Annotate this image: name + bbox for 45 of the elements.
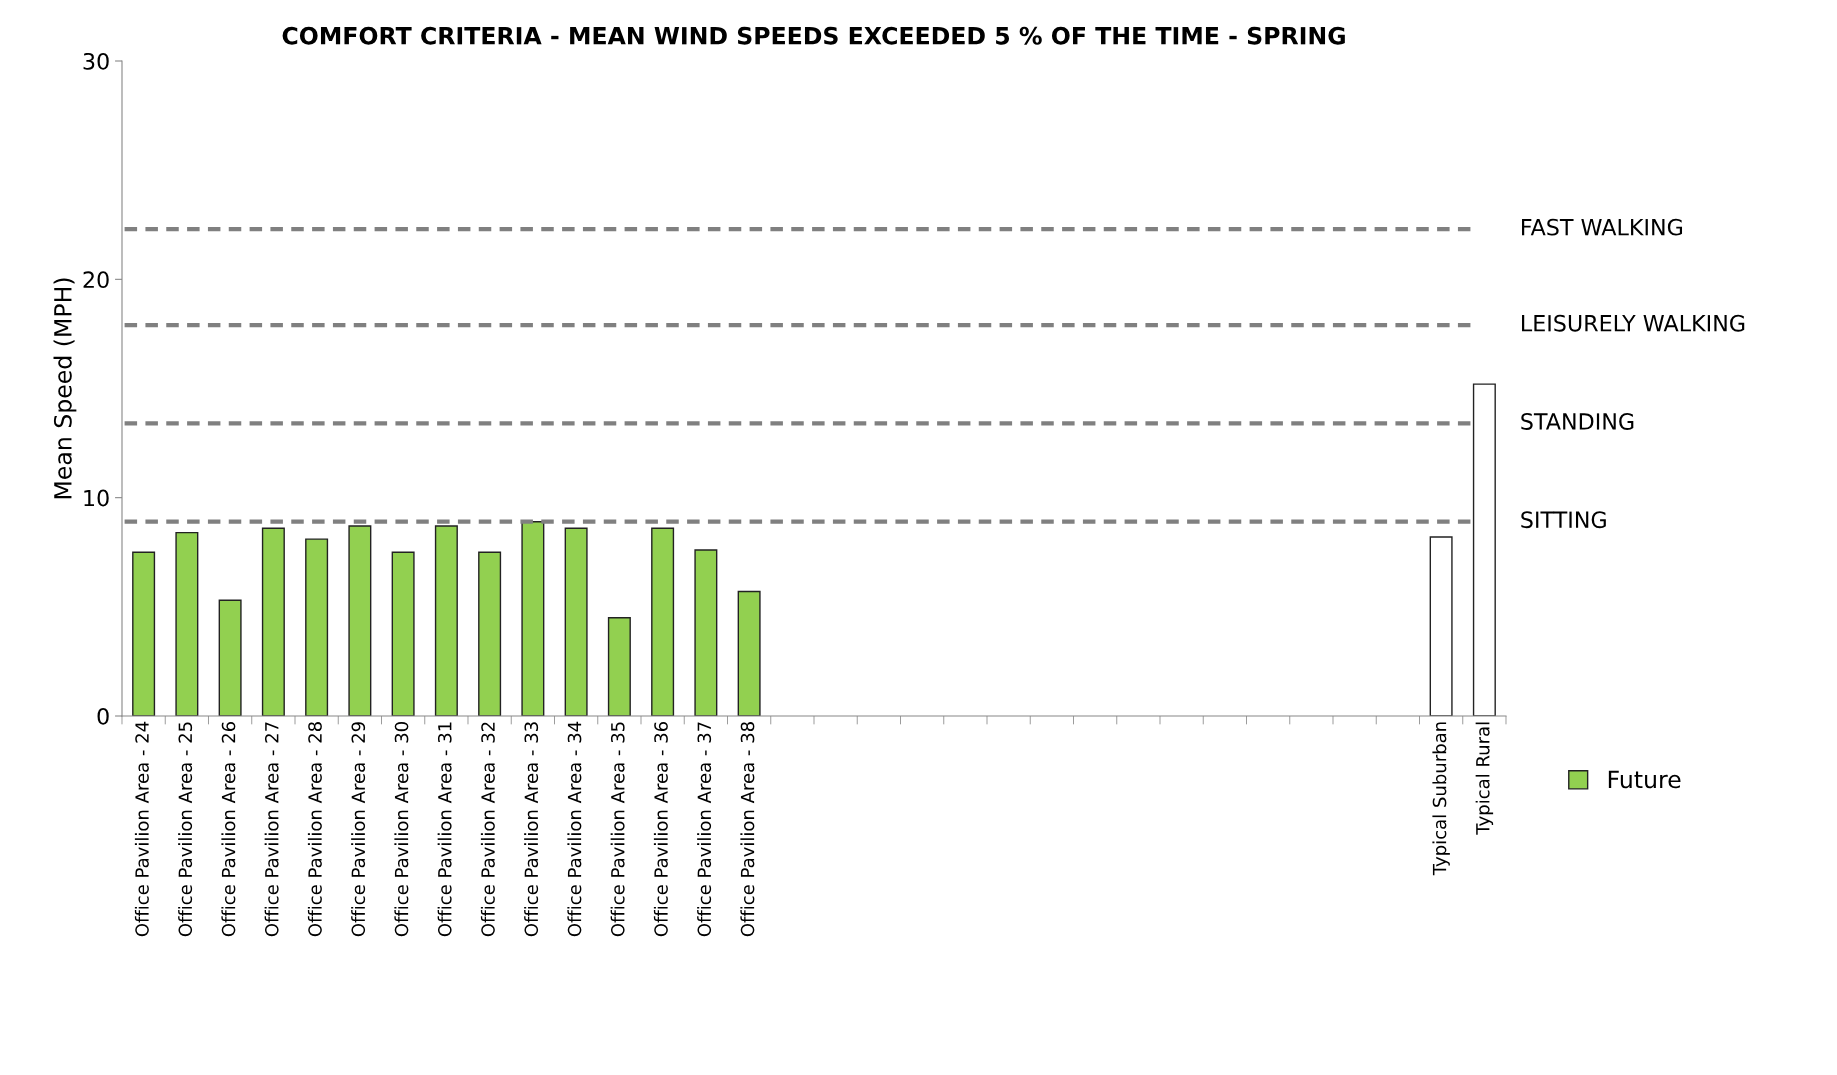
x-tick-label: Office Pavilion Area - 37: [697, 722, 712, 937]
x-tick-label: Office Pavilion Area - 29: [351, 722, 366, 937]
chart-title: COMFORT CRITERIA - MEAN WIND SPEEDS EXCEEDED 5 % OF THE TIME - SPRING: [282, 26, 1345, 45]
bar: [694, 549, 718, 716]
x-tick-label: Typical Rural: [1475, 722, 1494, 835]
x-tick-label: Office Pavilion Area - 31: [437, 722, 452, 937]
bar: [261, 527, 285, 716]
x-tick-label: Office Pavilion Area - 28: [307, 722, 322, 937]
x-tick-label: Office Pavilion Area - 35: [610, 722, 625, 937]
bar: [218, 599, 242, 716]
x-tick-label: Office Pavilion Area - 27: [264, 722, 279, 937]
x-tick-label: Office Pavilion Area - 32: [480, 722, 495, 937]
y-tick-label: 20: [83, 271, 109, 289]
bar: [1472, 383, 1496, 716]
bar: [305, 538, 329, 716]
x-tick-label: Office Pavilion Area - 26: [221, 722, 236, 937]
x-tick-label: Office Pavilion Area - 34: [567, 721, 582, 937]
x-tick-label: Office Pavilion Area - 25: [178, 722, 193, 937]
y-tick-label: 10: [84, 489, 109, 507]
ref-line-label: SITTING: [1521, 511, 1606, 529]
ref-line-label: STANDING: [1521, 413, 1634, 430]
bar: [607, 617, 631, 716]
x-tick-label: Office Pavilion Area - 33: [524, 722, 539, 937]
bar: [478, 551, 502, 716]
x-tick-label: Office Pavilion Area - 36: [653, 722, 668, 937]
bar: [391, 551, 415, 716]
bar: [521, 520, 545, 716]
bar: [348, 525, 372, 716]
bar: [132, 551, 156, 716]
bar: [434, 525, 458, 716]
ref-line-label: LEISURELY WALKING: [1522, 314, 1745, 332]
y-tick-label: 0: [97, 707, 109, 725]
x-tick-label: Office Pavilion Area - 30: [394, 722, 409, 937]
ref-line-label: FAST WALKING: [1522, 218, 1683, 236]
y-axis-title: Mean Speed (MPH): [53, 278, 77, 499]
y-tick-label: 30: [83, 52, 109, 70]
x-tick-label: Office Pavilion Area - 38: [740, 722, 755, 937]
bar: [175, 531, 199, 716]
bar: [1429, 536, 1453, 716]
x-tick-label: Typical Suburban: [1432, 722, 1450, 876]
bar: [651, 527, 675, 716]
bar: [564, 527, 588, 716]
legend-label: Future: [1608, 770, 1681, 789]
bar: [737, 590, 761, 716]
x-tick-label: Office Pavilion Area - 24: [134, 721, 149, 937]
